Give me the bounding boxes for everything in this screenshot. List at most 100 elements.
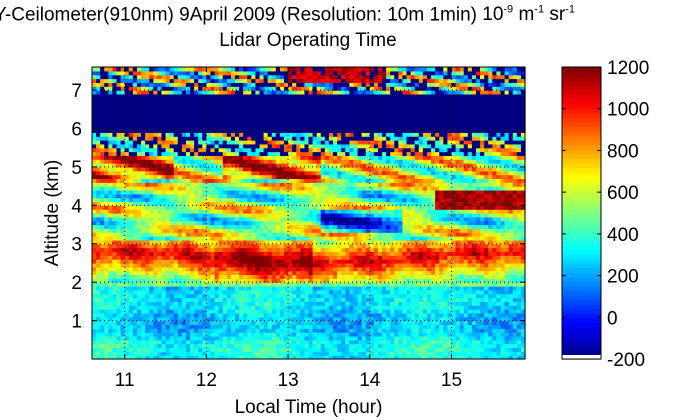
heatmap-cell — [173, 278, 179, 283]
heatmap-cell — [373, 266, 379, 272]
heatmap-cell — [410, 328, 416, 333]
heatmap-cell — [161, 247, 167, 253]
heatmap-cell — [426, 205, 432, 210]
heatmap-cell — [459, 251, 465, 256]
heatmap-cell — [455, 239, 461, 245]
heatmap-cell — [283, 328, 289, 333]
heatmap-cell — [426, 328, 432, 333]
heatmap-cell — [202, 266, 207, 272]
heatmap-cell — [194, 236, 199, 241]
heatmap-cell — [447, 328, 453, 333]
heatmap-cell — [422, 220, 428, 226]
heatmap-cell — [222, 270, 228, 276]
heatmap-cell — [226, 232, 232, 237]
heatmap-cell — [422, 216, 428, 222]
heatmap-cell — [467, 316, 473, 322]
heatmap-cell — [128, 228, 134, 233]
heatmap-cell — [112, 228, 118, 233]
heatmap-cell — [316, 282, 322, 287]
heatmap-cell — [120, 251, 126, 256]
heatmap-cell — [512, 297, 518, 302]
heatmap-cell — [492, 197, 497, 203]
heatmap-cell — [181, 247, 187, 253]
heatmap-cell — [267, 324, 273, 329]
heatmap-cell — [247, 216, 252, 222]
heatmap-cell — [169, 182, 175, 187]
heatmap-cell — [283, 316, 289, 322]
heatmap-cell — [157, 332, 163, 337]
heatmap-cell — [141, 332, 146, 337]
heatmap-cell — [320, 259, 326, 264]
heatmap-cell — [308, 328, 314, 333]
heatmap-cell — [402, 178, 408, 183]
heatmap-cell — [206, 255, 212, 260]
heatmap-cell — [500, 324, 506, 329]
heatmap-cell — [136, 274, 142, 279]
heatmap-cell — [288, 255, 293, 260]
heatmap-cell — [149, 224, 154, 229]
heatmap-cell — [377, 335, 383, 341]
heatmap-cell — [202, 274, 207, 279]
heatmap-cell — [165, 259, 171, 264]
heatmap-cell — [484, 309, 489, 314]
heatmap-cell — [181, 339, 187, 345]
heatmap-cell — [422, 320, 428, 326]
heatmap-cell — [190, 278, 195, 283]
heatmap-cell — [259, 278, 265, 283]
heatmap-cell — [210, 205, 216, 210]
heatmap-cell — [386, 224, 391, 229]
heatmap-cell — [218, 328, 224, 333]
heatmap-cell — [283, 255, 289, 260]
heatmap-cell — [296, 209, 301, 214]
heatmap-cell — [484, 178, 489, 183]
heatmap-cell — [214, 236, 220, 241]
heatmap-cell — [234, 301, 240, 306]
heatmap-cell — [308, 224, 314, 229]
heatmap-cell — [271, 209, 277, 214]
heatmap-cell — [218, 232, 224, 237]
heatmap-cell — [279, 282, 285, 287]
heatmap-cell — [422, 312, 428, 318]
heatmap-cell — [459, 316, 465, 322]
heatmap-cell — [488, 305, 493, 310]
heatmap-cell — [463, 228, 469, 233]
heatmap-cell — [136, 266, 142, 272]
heatmap-cell — [361, 193, 367, 199]
heatmap-cell — [181, 305, 187, 310]
heatmap-cell — [394, 178, 399, 183]
heatmap-cell — [255, 312, 261, 318]
heatmap-cell — [459, 347, 465, 352]
heatmap-cell — [292, 266, 297, 272]
heatmap-cell — [455, 316, 461, 322]
heatmap-cell — [341, 182, 346, 187]
heatmap-cell — [316, 243, 322, 249]
heatmap-cell — [341, 266, 346, 272]
heatmap-cell — [198, 309, 203, 314]
heatmap-cell — [312, 293, 318, 299]
heatmap-cell — [439, 255, 444, 260]
heatmap-cell — [345, 347, 350, 352]
heatmap-cell — [496, 339, 502, 345]
heatmap-cell — [194, 232, 199, 237]
heatmap-cell — [422, 278, 428, 283]
heatmap-cell — [153, 324, 158, 329]
heatmap-cell — [141, 255, 146, 260]
heatmap-cell — [169, 259, 175, 264]
heatmap-cell — [210, 201, 216, 206]
heatmap-cell — [390, 193, 395, 199]
heatmap-cell — [234, 282, 240, 287]
heatmap-cell — [218, 209, 224, 214]
heatmap-cell — [418, 293, 424, 299]
heatmap-cell — [455, 232, 461, 237]
heatmap-cell — [263, 224, 269, 229]
heatmap-cell — [300, 324, 306, 329]
heatmap-cell — [100, 289, 105, 295]
heatmap-cell — [320, 247, 326, 253]
heatmap-cell — [300, 274, 306, 279]
heatmap-cell — [169, 286, 175, 291]
heatmap-cell — [243, 289, 248, 295]
heatmap-cell — [296, 239, 301, 245]
heatmap-cell — [500, 312, 506, 318]
heatmap-cell — [239, 274, 244, 279]
heatmap-cell — [488, 335, 493, 341]
